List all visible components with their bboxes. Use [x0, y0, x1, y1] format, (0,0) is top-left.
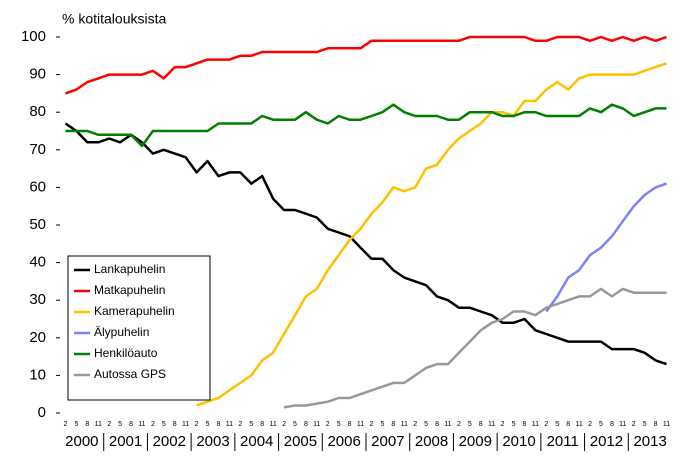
year-label: 2012: [590, 433, 623, 450]
year-label: 2004: [240, 433, 273, 450]
x-tick-label: 11: [357, 421, 364, 428]
x-tick-label: 8: [129, 421, 133, 428]
series-line: [545, 182, 667, 313]
x-tick-label: 8: [523, 421, 527, 428]
x-tick-label: 11: [488, 421, 495, 428]
y-tick-label: 50: [29, 216, 46, 233]
x-tick-label: 11: [269, 421, 276, 428]
y-tick-label: 20: [29, 329, 46, 346]
x-tick-label: 2: [64, 421, 68, 428]
x-tick-label: 5: [337, 421, 341, 428]
series-line: [64, 122, 667, 366]
series-line: [65, 103, 667, 148]
x-tick-label: 5: [249, 421, 253, 428]
x-tick-label: 2: [326, 421, 330, 428]
x-tick-label: 5: [118, 421, 122, 428]
x-tick-label: 5: [380, 421, 384, 428]
x-tick-label: 5: [206, 421, 210, 428]
x-tick-label: 11: [444, 421, 451, 428]
x-tick-label: 11: [313, 421, 320, 428]
y-tick-label: 70: [29, 141, 46, 158]
legend-label: Henkilöauto: [94, 346, 158, 360]
x-tick-label: 11: [619, 421, 626, 428]
legend-box: [67, 255, 211, 401]
y-tick-label: 40: [29, 254, 46, 271]
x-tick-label: 2: [370, 421, 374, 428]
y-tick-label: 80: [29, 103, 46, 120]
year-label: 2007: [371, 433, 404, 450]
x-tick-label: 8: [610, 421, 614, 428]
chart-title: % kotitalouksista: [62, 11, 166, 27]
x-tick-label: 11: [226, 421, 233, 428]
x-tick-label: 8: [391, 421, 395, 428]
x-tick-label: 11: [575, 421, 582, 428]
x-tick-label: 8: [217, 421, 221, 428]
x-tick-label: 5: [643, 421, 647, 428]
year-label: 2000: [65, 433, 98, 450]
x-tick-label: 2: [544, 421, 548, 428]
year-label: 2011: [547, 433, 579, 450]
year-label: 2003: [196, 433, 229, 450]
year-label: 2002: [153, 433, 186, 450]
year-label: 2010: [502, 433, 535, 450]
x-tick-label: 8: [260, 421, 264, 428]
x-tick-label: 8: [435, 421, 439, 428]
y-tick-label: 0: [38, 404, 46, 421]
legend-label: Autossa GPS: [94, 367, 166, 381]
x-tick-label: 5: [468, 421, 472, 428]
x-tick-label: 8: [566, 421, 570, 428]
x-tick-label: 5: [74, 421, 78, 428]
year-label: 2006: [327, 433, 360, 450]
year-label: 2005: [284, 433, 317, 450]
x-tick-label: 8: [85, 421, 89, 428]
year-label: 2009: [459, 433, 492, 450]
x-tick-label: 8: [654, 421, 658, 428]
x-tick-label: 11: [532, 421, 539, 428]
x-tick-label: 2: [457, 421, 461, 428]
x-tick-label: 2: [501, 421, 505, 428]
x-tick-label: 8: [173, 421, 177, 428]
x-tick-label: 2: [632, 421, 636, 428]
x-tick-label: 11: [401, 421, 408, 428]
legend-label: Lankapuhelin: [94, 262, 165, 276]
x-tick-label: 8: [479, 421, 483, 428]
x-tick-label: 11: [138, 421, 145, 428]
y-tick-label: 30: [29, 291, 46, 308]
x-tick-label: 5: [424, 421, 428, 428]
year-label: 2001: [109, 433, 142, 450]
x-tick-label: 5: [293, 421, 297, 428]
x-tick-label: 2: [151, 421, 155, 428]
y-tick-label: 100: [21, 28, 46, 45]
series-line: [65, 35, 667, 95]
year-label: 2013: [633, 433, 666, 450]
series-line: [196, 62, 667, 407]
x-tick-label: 11: [95, 421, 102, 428]
y-tick-label: 10: [29, 366, 46, 383]
x-tick-label: 2: [588, 421, 592, 428]
x-tick-label: 2: [413, 421, 417, 428]
x-tick-label: 5: [555, 421, 559, 428]
y-tick-label: 90: [29, 66, 46, 83]
legend-label: Älypuhelin: [94, 325, 149, 339]
x-tick-label: 8: [348, 421, 352, 428]
legend-label: Matkapuhelin: [94, 283, 165, 297]
x-tick-label: 2: [282, 421, 286, 428]
x-tick-label: 8: [304, 421, 308, 428]
legend-label: Kamerapuhelin: [94, 304, 175, 318]
series-line: [283, 287, 667, 409]
y-tick-label: 60: [29, 178, 46, 195]
x-tick-label: 5: [599, 421, 603, 428]
year-label: 2008: [415, 433, 448, 450]
x-tick-label: 11: [182, 421, 189, 428]
x-tick-label: 11: [663, 421, 670, 428]
x-tick-label: 5: [162, 421, 166, 428]
x-tick-label: 5: [512, 421, 516, 428]
x-tick-label: 2: [195, 421, 199, 428]
x-tick-label: 2: [238, 421, 242, 428]
x-tick-label: 2: [107, 421, 111, 428]
